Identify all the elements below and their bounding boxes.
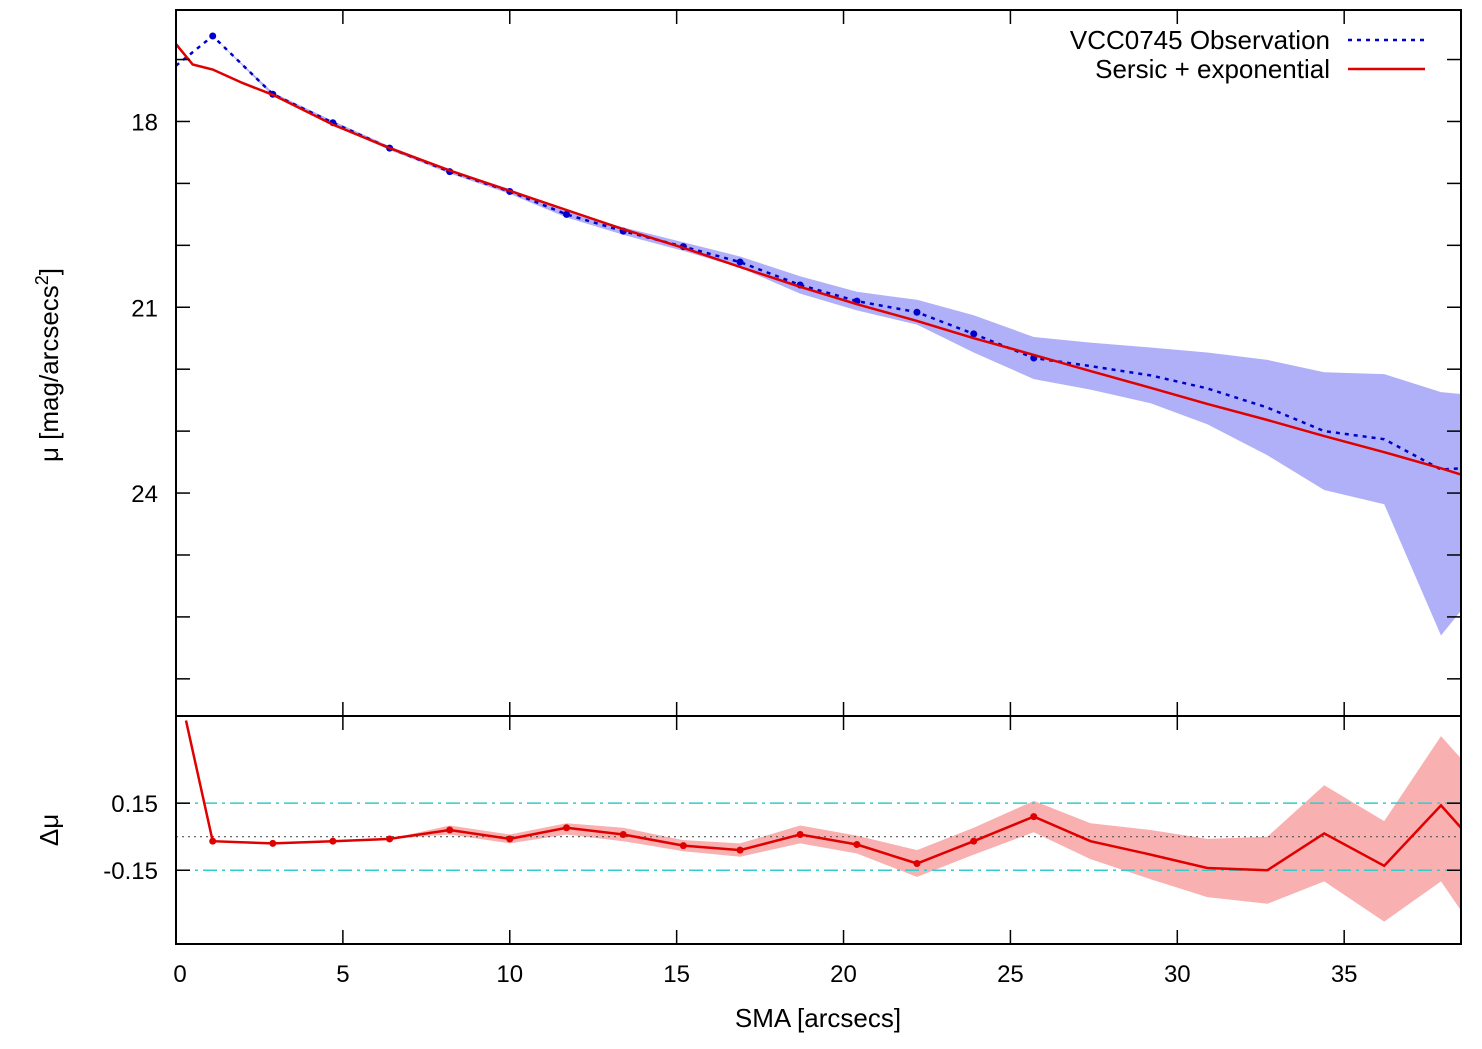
legend-label-model: Sersic + exponential [1095, 54, 1330, 84]
residual-point-2 [329, 837, 337, 845]
observation-line [176, 34, 1461, 471]
observation-point-6 [563, 210, 571, 218]
residual-point-11 [853, 841, 861, 849]
profile-band-layer [176, 36, 1461, 636]
residual-y-axis-title: Δμ [34, 814, 64, 846]
profile-y-axis-title-main: μ [mag/arcsecs [34, 285, 64, 462]
profile-y-axis-title-end: ] [34, 268, 64, 275]
legend-label-observation: VCC0745 Observation [1070, 25, 1330, 55]
x-axis-title: SMA [arcsecs] [735, 1003, 901, 1033]
residual-point-0 [209, 837, 217, 845]
residual-point-7 [619, 830, 627, 838]
residual-frame [175, 715, 1462, 945]
y-tick-label-profile-0: 18 [131, 109, 158, 136]
residual-point-6 [563, 824, 571, 832]
residual-point-4 [446, 826, 454, 834]
x-tick-label-7: 35 [1331, 961, 1358, 988]
x-tick-label-2: 10 [496, 961, 523, 988]
y-tick-label-residual-1: -0.15 [103, 858, 158, 885]
model-line [176, 43, 1461, 476]
x-tick-label-6: 30 [1164, 961, 1191, 988]
plot-frames [175, 9, 1462, 945]
y-tick-label-residual-0: 0.15 [111, 791, 158, 818]
residual-point-12 [913, 860, 921, 868]
residual-error-band [186, 720, 1461, 922]
x-tick-label-1: 5 [336, 961, 349, 988]
residual-point-9 [736, 846, 744, 854]
residual-band-layer [186, 720, 1461, 922]
x-tick-label-3: 15 [663, 961, 690, 988]
observation-point-0 [209, 32, 217, 40]
y-tick-label-profile-1: 21 [131, 295, 158, 322]
x-tick-label-5: 25 [997, 961, 1024, 988]
residual-line [184, 720, 1461, 872]
residual-point-8 [679, 842, 687, 850]
residual-point-13 [970, 837, 978, 845]
residual-point-5 [506, 835, 514, 843]
profile-line-layer [176, 32, 1461, 476]
y-tick-label-profile-2: 24 [131, 481, 158, 508]
residual-point-14 [1030, 813, 1038, 821]
observation-point-12 [913, 308, 921, 316]
observation-point-13 [970, 330, 978, 338]
x-tick-label-0: 0 [173, 961, 186, 988]
tick-labels: 0 5 10 15 20 25 30 35 18 21 24 0.15 -0.15 [103, 109, 1357, 988]
observation-point-9 [736, 258, 744, 266]
legend: VCC0745 Observation Sersic + exponential [1070, 25, 1425, 84]
x-tick-label-4: 20 [830, 961, 857, 988]
profile-y-axis-title-superscript: 2 [32, 275, 52, 285]
profile-y-axis-title: μ [mag/arcsecs2] [32, 268, 64, 462]
axis-ticks [176, 10, 1461, 944]
residual-line-layer [176, 720, 1461, 872]
residual-point-10 [796, 830, 804, 838]
residual-point-3 [386, 835, 394, 843]
observation-error-band [176, 36, 1461, 636]
residual-point-1 [269, 839, 277, 847]
